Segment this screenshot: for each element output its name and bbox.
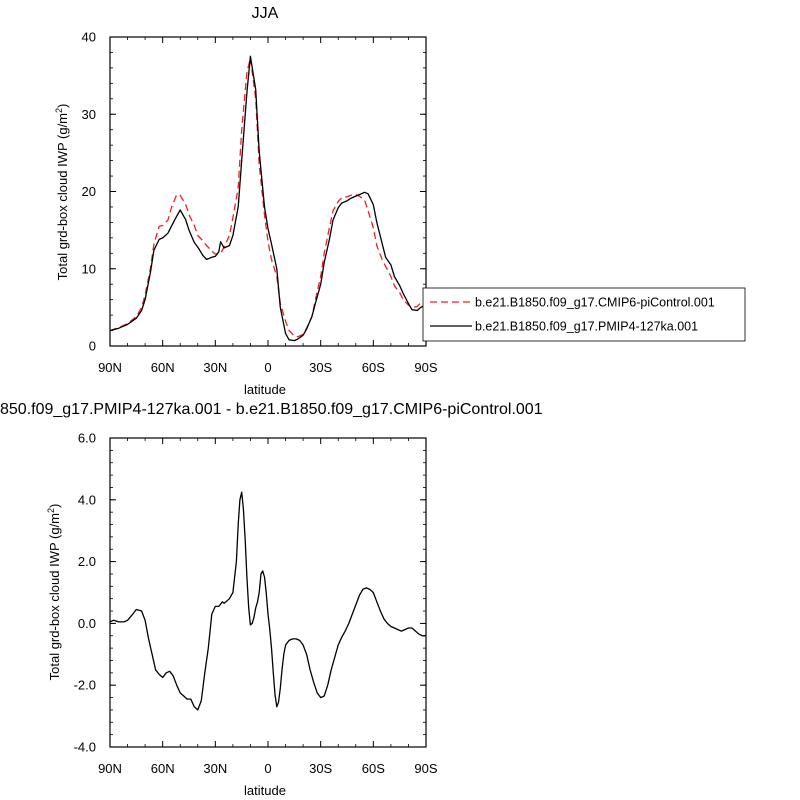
bottom-x-tick-label: 30N bbox=[203, 761, 227, 776]
bottom-axis-ticks: 90N 60N 30N 0 30S 60S 90S -4.0 -2.0 0.0 2.0 4.0 6.0 bbox=[74, 431, 438, 777]
legend: b.e21.B1850.f09_g17.CMIP6-piControl.001 … bbox=[422, 287, 746, 342]
bottom-chart-title: 850.f09_g17.PMIP4-127ka.001 - b.e21.B185… bbox=[0, 401, 543, 418]
top-y-tick-label: 30 bbox=[82, 107, 96, 122]
bottom-x-tick-label: 30S bbox=[309, 761, 332, 776]
top-axis-ticks: 90N 60N 30N 0 30S 60S 90S 0 10 20 30 40 bbox=[82, 30, 438, 376]
top-y-tick-label: 0 bbox=[89, 339, 96, 354]
top-x-axis-label: latitude bbox=[244, 382, 286, 397]
top-y-axis-label-text: Total grd-box cloud IWP (g/m bbox=[55, 113, 70, 280]
bottom-x-tick-label: 60S bbox=[362, 761, 385, 776]
top-series-line-1 bbox=[109, 55, 427, 342]
top-panel-jja: JJA 90N 60N 30N 0 30S 60S 90S 0 10 20 30 40 latitud… bbox=[54, 5, 438, 397]
legend-label-127ka: b.e21.B1850.f09_g17.PMIP4-127ka.001 bbox=[475, 320, 698, 334]
legend-box bbox=[422, 287, 746, 342]
bottom-panel-difference: 850.f09_g17.PMIP4-127ka.001 - b.e21.B185… bbox=[0, 401, 543, 798]
bottom-y-tick-label: 6.0 bbox=[78, 431, 96, 446]
top-x-tick-label: 90N bbox=[98, 360, 122, 375]
bottom-y-axis-label-close: ) bbox=[47, 504, 62, 508]
top-x-tick-label: 60S bbox=[362, 360, 385, 375]
top-series-line-0 bbox=[109, 57, 427, 338]
bottom-x-tick-label: 0 bbox=[264, 761, 271, 776]
bottom-series-group bbox=[109, 491, 426, 711]
top-series-group bbox=[109, 55, 427, 342]
legend-label-picontrol: b.e21.B1850.f09_g17.CMIP6-piControl.001 bbox=[475, 296, 715, 310]
top-plot-frame bbox=[109, 36, 427, 347]
bottom-x-axis-label: latitude bbox=[244, 783, 286, 798]
bottom-y-tick-label: 2.0 bbox=[78, 554, 96, 569]
bottom-y-tick-label: 4.0 bbox=[78, 492, 96, 507]
top-chart-title: JJA bbox=[252, 5, 279, 22]
top-x-tick-label: 30S bbox=[309, 360, 332, 375]
top-y-tick-label: 10 bbox=[82, 261, 96, 276]
bottom-series-line-0 bbox=[109, 491, 426, 711]
top-x-tick-label: 0 bbox=[264, 360, 271, 375]
bottom-plot-frame bbox=[109, 437, 427, 748]
bottom-y-tick-label: -2.0 bbox=[74, 678, 96, 693]
bottom-y-axis-label-superscript: 2 bbox=[46, 508, 56, 513]
bottom-y-axis-label-text: Total grd-box cloud IWP (g/m bbox=[47, 513, 62, 680]
bottom-y-axis-label: Total grd-box cloud IWP (g/m2) bbox=[46, 504, 62, 681]
top-y-axis-label-close: ) bbox=[55, 104, 70, 108]
top-y-tick-label: 40 bbox=[82, 30, 96, 45]
top-y-axis-label: Total grd-box cloud IWP (g/m2) bbox=[54, 104, 70, 281]
top-x-tick-label: 90S bbox=[414, 360, 437, 375]
bottom-y-tick-label: 0.0 bbox=[78, 616, 96, 631]
top-y-axis-label-superscript: 2 bbox=[54, 108, 64, 113]
top-x-tick-label: 30N bbox=[203, 360, 227, 375]
top-x-tick-label: 60N bbox=[151, 360, 175, 375]
top-y-tick-label: 20 bbox=[82, 184, 96, 199]
bottom-x-tick-label: 60N bbox=[151, 761, 175, 776]
bottom-x-tick-label: 90S bbox=[414, 761, 437, 776]
bottom-y-tick-label: -4.0 bbox=[74, 740, 96, 755]
bottom-x-tick-label: 90N bbox=[98, 761, 122, 776]
